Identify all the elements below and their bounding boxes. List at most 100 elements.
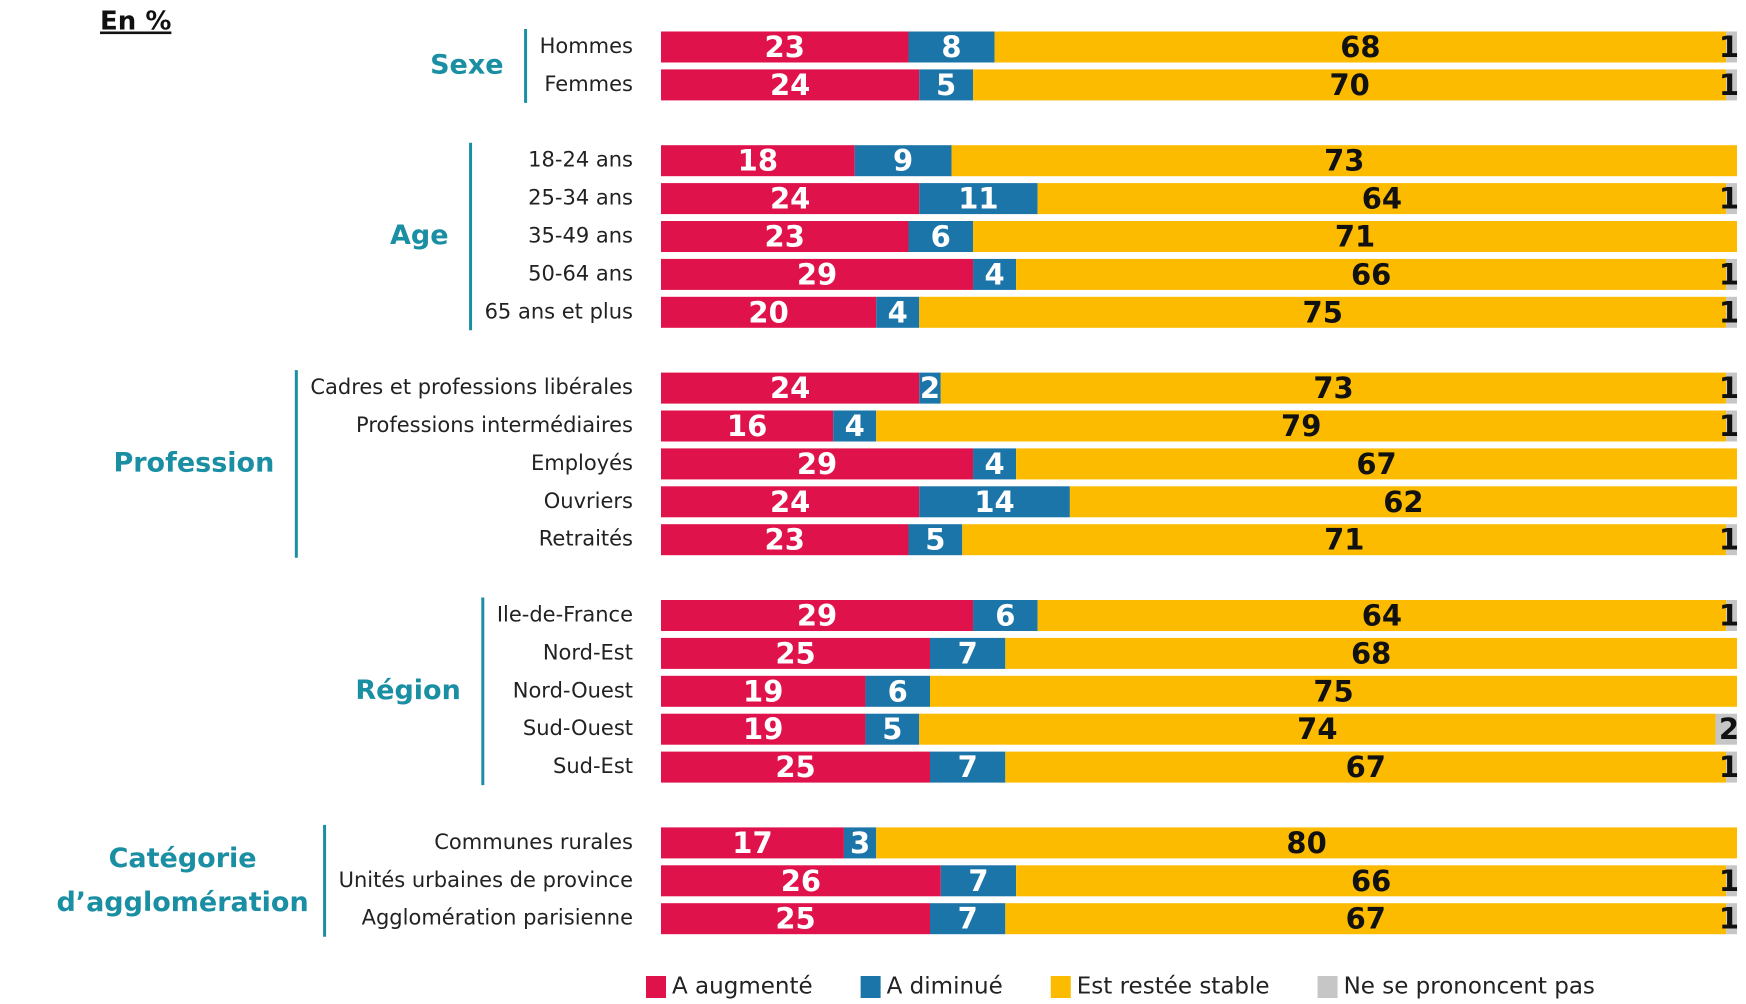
bar-segment [661, 751, 930, 783]
bar-segment [973, 448, 1017, 480]
bar-segment [1726, 600, 1737, 631]
bar-segment [1726, 372, 1737, 404]
bar-segment [930, 675, 1737, 707]
bar-segment [940, 372, 1727, 404]
value-label: 6 [995, 599, 1015, 633]
bar-segment [1726, 524, 1737, 556]
legend-swatch [646, 976, 666, 998]
value-label: 23 [765, 30, 805, 64]
value-label: 23 [765, 220, 805, 254]
value-label: 1 [1719, 409, 1739, 443]
value-label: 4 [984, 257, 1004, 291]
bar-segment [1726, 69, 1737, 101]
value-label: 64 [1362, 182, 1402, 216]
chart-title: En % [100, 7, 171, 37]
group-label: Région [355, 675, 460, 706]
bar-segment [1726, 296, 1737, 328]
value-label: 8 [941, 30, 961, 64]
legend-label: Est restée stable [1077, 974, 1270, 1000]
bar-segment [661, 410, 834, 442]
value-label: 62 [1383, 485, 1423, 519]
bar-segment [661, 183, 920, 215]
value-label: 66 [1351, 864, 1391, 898]
value-label: 80 [1286, 826, 1326, 860]
value-label: 19 [743, 712, 783, 746]
bar-segment [661, 675, 866, 707]
value-label: 18 [738, 144, 778, 178]
category-label: Ouvriers [544, 489, 633, 513]
legend-swatch [860, 976, 881, 998]
value-label: 73 [1324, 144, 1364, 178]
bar-segment [661, 524, 909, 556]
value-label: 19 [743, 674, 783, 708]
value-label: 75 [1303, 295, 1343, 329]
bar-segment [940, 865, 1017, 897]
bar-segment [919, 296, 1727, 328]
bar-segment [661, 31, 909, 63]
legend-label: A diminué [887, 974, 1003, 1000]
bar-segment [661, 903, 930, 935]
bar-segment [661, 69, 920, 101]
value-label: 1 [1719, 182, 1739, 216]
bar-segment [661, 713, 866, 745]
bar-segment [1726, 410, 1737, 442]
value-label: 5 [925, 523, 945, 557]
bar-segment [973, 600, 1038, 631]
bar-segment [1715, 713, 1737, 745]
bar-segment [661, 372, 920, 404]
value-label: 23 [765, 523, 805, 557]
bar-segment [1016, 865, 1727, 897]
value-label: 67 [1346, 750, 1386, 784]
value-label: 4 [888, 295, 908, 329]
bar-segment [865, 713, 920, 745]
value-label: 1 [1719, 295, 1739, 329]
bar-segment [930, 751, 1006, 783]
bar-segment [661, 865, 941, 897]
bar-segment [661, 600, 974, 631]
bar-segment [908, 221, 974, 252]
value-label: 16 [727, 409, 767, 443]
bar-segment [1726, 31, 1737, 63]
bar-segment [1726, 183, 1737, 215]
value-label: 79 [1281, 409, 1321, 443]
value-label: 74 [1297, 712, 1337, 746]
value-label: 68 [1351, 636, 1391, 670]
legend-swatch [1050, 976, 1071, 998]
value-label: 1 [1719, 257, 1739, 291]
value-label: 5 [882, 712, 902, 746]
bar-segment [973, 69, 1727, 101]
bar-segment [661, 296, 877, 328]
bar-segment [919, 713, 1716, 745]
value-label: 26 [781, 864, 821, 898]
bar-segment [1726, 865, 1737, 897]
value-label: 7 [968, 864, 988, 898]
bar-segment [1726, 258, 1737, 290]
bar-segment [951, 145, 1737, 177]
value-label: 1 [1719, 864, 1739, 898]
bar-segment [661, 145, 855, 177]
bar-segment [1016, 258, 1727, 290]
value-label: 1 [1719, 371, 1739, 405]
category-label: Nord-Est [543, 640, 633, 664]
category-label: Sud-Est [553, 754, 633, 778]
category-label: Femmes [544, 72, 633, 96]
category-label: Unités urbaines de province [339, 868, 633, 892]
value-label: 4 [845, 409, 865, 443]
category-label: Professions intermédiaires [356, 413, 633, 437]
value-label: 71 [1335, 220, 1375, 254]
value-label: 67 [1346, 902, 1386, 936]
value-label: 3 [850, 826, 870, 860]
bar-segment [973, 258, 1017, 290]
value-label: 29 [797, 257, 837, 291]
bar-segment [1016, 448, 1737, 480]
category-label: Ile-de-France [497, 603, 633, 627]
bar-segment [919, 69, 974, 101]
value-label: 66 [1351, 257, 1391, 291]
value-label: 20 [748, 295, 788, 329]
value-label: 64 [1362, 599, 1402, 633]
bar-segment [1726, 751, 1737, 783]
value-label: 1 [1719, 902, 1739, 936]
bar-segment [661, 827, 844, 859]
value-label: 6 [931, 220, 951, 254]
value-label: 2 [1719, 712, 1739, 746]
